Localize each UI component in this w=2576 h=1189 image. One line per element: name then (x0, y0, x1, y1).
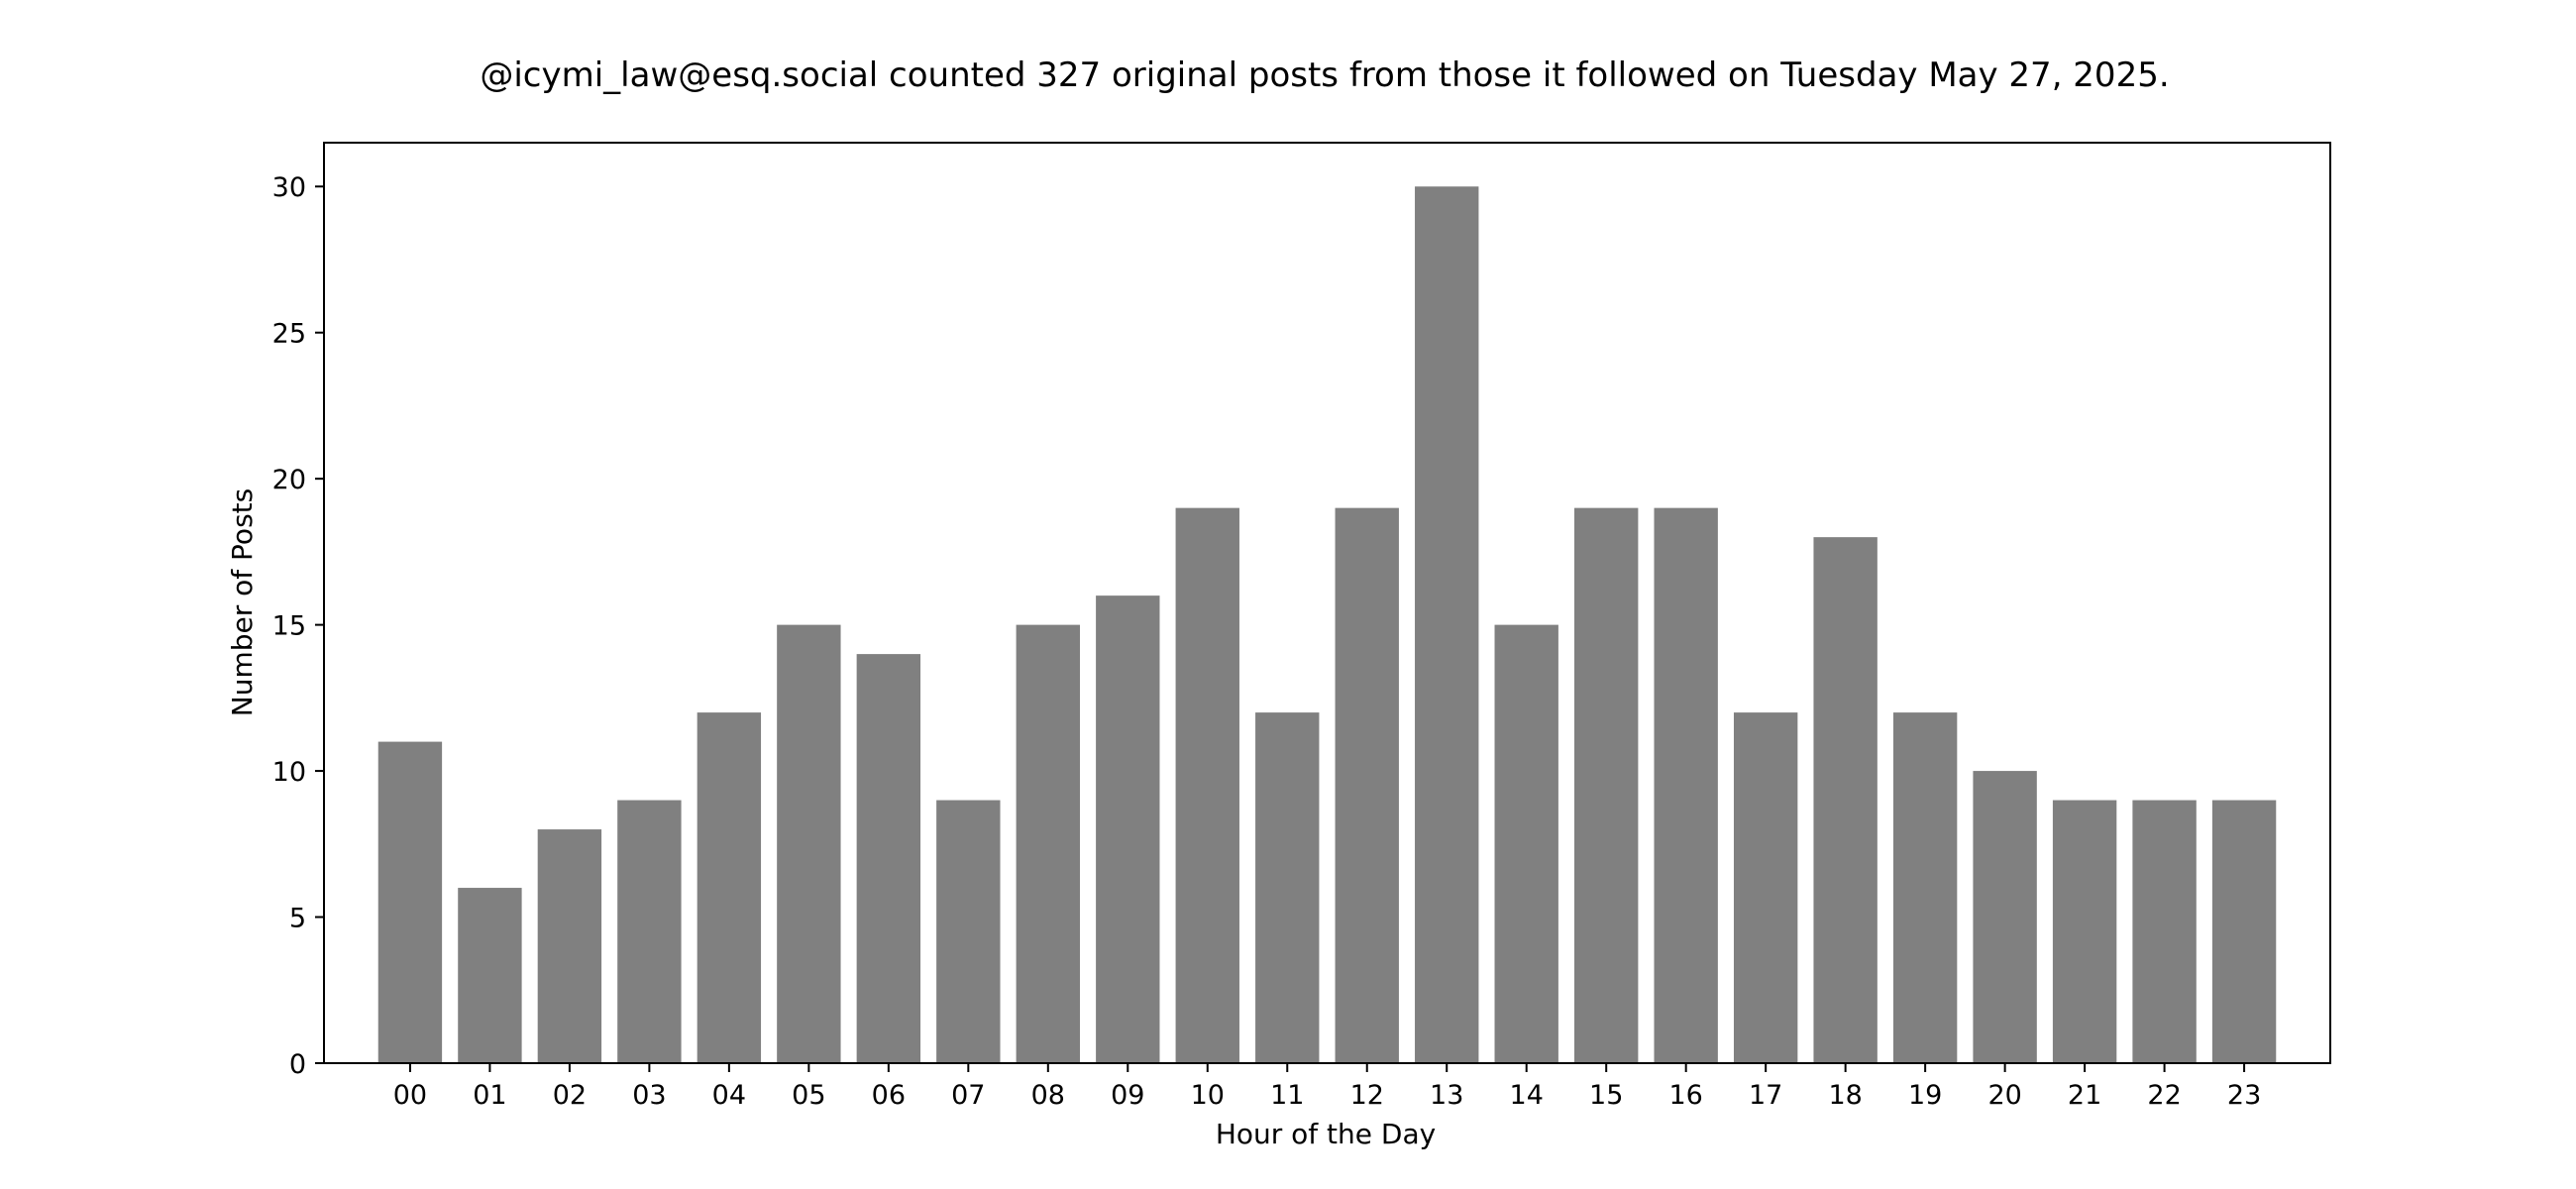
x-tick-label: 02 (553, 1080, 587, 1111)
x-axis-label: Hour of the Day (1216, 1118, 1436, 1150)
x-tick-label: 07 (951, 1080, 985, 1111)
y-tick-label: 20 (272, 465, 306, 495)
bar-hour-01 (458, 888, 522, 1063)
bar-hour-05 (777, 624, 841, 1063)
plot-frame (323, 142, 2331, 1064)
y-tick-label: 25 (272, 319, 306, 350)
bar-hour-19 (1892, 712, 1958, 1063)
x-tick-label: 10 (1191, 1080, 1225, 1111)
y-tick-label: 15 (272, 611, 306, 642)
y-axis-ticks: 0 5 10 15 20 25 30 (272, 172, 324, 1080)
x-tick-label: 12 (1350, 1080, 1384, 1111)
bar-hour-14 (1494, 624, 1558, 1063)
x-tick-label: 22 (2147, 1080, 2181, 1111)
bar-hour-04 (697, 712, 762, 1063)
bar-hour-18 (1813, 537, 1878, 1063)
bar-hour-11 (1255, 712, 1320, 1063)
bar-hour-16 (1654, 507, 1718, 1063)
x-axis-ticks: 00 01 02 03 04 05 06 07 08 09 10 11 12 13 14 15 16 17 18 19… (393, 1063, 2261, 1111)
bar-hour-15 (1574, 507, 1639, 1063)
y-axis-label: Number of Posts (226, 488, 259, 716)
bar-hour-00 (377, 741, 443, 1063)
bar-hour-20 (1973, 771, 2037, 1063)
x-tick-label: 01 (473, 1080, 506, 1111)
bar-hour-06 (856, 654, 921, 1063)
y-tick-label: 0 (289, 1049, 306, 1080)
x-tick-label: 18 (1828, 1080, 1862, 1111)
bar-hour-21 (2052, 800, 2117, 1063)
x-tick-label: 00 (393, 1080, 427, 1111)
x-tick-label: 11 (1270, 1080, 1304, 1111)
y-tick-label: 5 (289, 904, 306, 934)
bar-hour-03 (617, 800, 682, 1063)
x-tick-label: 21 (2068, 1080, 2101, 1111)
bar-hour-23 (2211, 800, 2277, 1063)
bar-hour-17 (1733, 712, 1798, 1063)
bar-hour-07 (936, 800, 1001, 1063)
y-tick-label: 10 (272, 757, 306, 788)
x-tick-label: 04 (712, 1080, 746, 1111)
x-tick-label: 13 (1430, 1080, 1463, 1111)
x-tick-label: 06 (872, 1080, 906, 1111)
bar-hour-02 (537, 829, 602, 1063)
x-tick-label: 05 (792, 1080, 825, 1111)
x-tick-label: 17 (1749, 1080, 1782, 1111)
bar-hour-13 (1415, 186, 1479, 1063)
x-tick-label: 14 (1510, 1080, 1544, 1111)
x-tick-label: 20 (1987, 1080, 2021, 1111)
bar-hour-22 (2132, 800, 2197, 1063)
chart-title: @icymi_law@esq.social counted 327 origin… (480, 55, 2169, 95)
bars-group (377, 186, 2277, 1063)
bar-hour-08 (1016, 624, 1080, 1063)
x-tick-label: 09 (1111, 1080, 1144, 1111)
x-tick-label: 16 (1669, 1080, 1703, 1111)
bar-hour-12 (1335, 507, 1399, 1063)
x-tick-label: 19 (1908, 1080, 1942, 1111)
bar-hour-10 (1175, 507, 1239, 1063)
bar-hour-09 (1096, 595, 1160, 1063)
x-tick-label: 15 (1589, 1080, 1623, 1111)
y-tick-label: 30 (272, 172, 306, 203)
x-tick-label: 03 (632, 1080, 666, 1111)
x-tick-label: 23 (2227, 1080, 2261, 1111)
x-tick-label: 08 (1031, 1080, 1065, 1111)
